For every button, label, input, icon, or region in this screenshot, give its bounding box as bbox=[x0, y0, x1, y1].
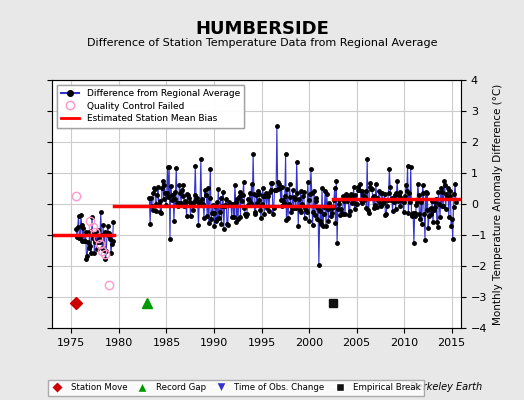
Legend: Station Move, Record Gap, Time of Obs. Change, Empirical Break: Station Move, Record Gap, Time of Obs. C… bbox=[48, 380, 424, 396]
Legend: Difference from Regional Average, Quality Control Failed, Estimated Station Mean: Difference from Regional Average, Qualit… bbox=[57, 84, 245, 128]
Text: HUMBERSIDE: HUMBERSIDE bbox=[195, 20, 329, 38]
Text: Berkeley Earth: Berkeley Earth bbox=[410, 382, 482, 392]
Text: Difference of Station Temperature Data from Regional Average: Difference of Station Temperature Data f… bbox=[87, 38, 437, 48]
Y-axis label: Monthly Temperature Anomaly Difference (°C): Monthly Temperature Anomaly Difference (… bbox=[493, 83, 503, 325]
